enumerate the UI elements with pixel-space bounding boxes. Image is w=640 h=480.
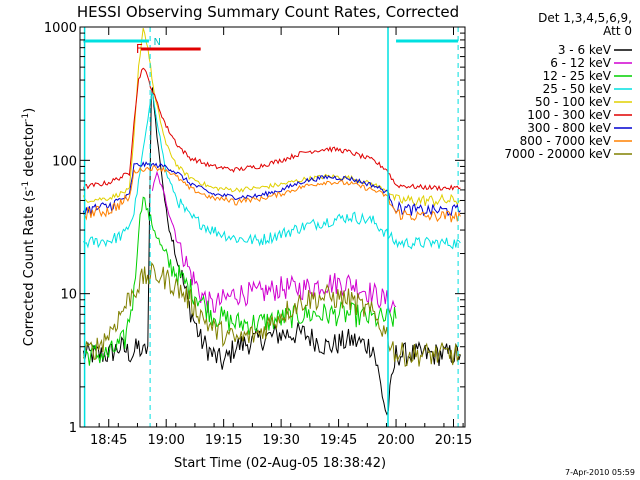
y-axis: 1 10 100 1000 xyxy=(44,21,465,436)
series-line-0 xyxy=(82,87,461,416)
x-tick-label-6: 20:15 xyxy=(435,433,472,448)
series-line-4 xyxy=(82,27,461,208)
x-tick-label-1: 19:00 xyxy=(147,433,184,448)
legend-label-8: 7000 - 20000 keV xyxy=(504,147,611,161)
legend-label-7: 800 - 7000 keV xyxy=(520,134,612,148)
x-tick-label-5: 20:00 xyxy=(377,433,414,448)
legend-label-1: 6 - 12 keV xyxy=(550,56,612,70)
plot-frame xyxy=(79,26,466,428)
y-tick-label-3: 1000 xyxy=(44,21,77,36)
y-axis-label: Corrected Count Rate (s-1 detector-1) xyxy=(21,108,37,346)
y-axis-label-part-c: detector xyxy=(22,121,37,181)
chart-title: HESSI Observing Summary Count Rates, Cor… xyxy=(77,3,459,21)
legend-title-line-1: Det 1,3,4,5,6,9, xyxy=(538,11,632,25)
series-line-3 xyxy=(83,91,461,250)
y-tick-label-2: 100 xyxy=(52,154,77,169)
y-axis-label-part-a: Corrected Count Rate (s xyxy=(22,190,37,347)
f-marker-label: F xyxy=(136,42,143,56)
legend-label-6: 300 - 800 keV xyxy=(527,121,611,135)
y-tick-label-1: 10 xyxy=(60,288,77,303)
x-tick-label-3: 19:30 xyxy=(262,433,299,448)
y-axis-label-part-e: ) xyxy=(22,108,37,113)
legend-label-3: 25 - 50 keV xyxy=(543,82,612,96)
x-axis: 18:45 19:00 19:15 19:30 19:45 20:00 20:15 xyxy=(79,27,472,448)
legend-label-4: 50 - 100 keV xyxy=(535,95,612,109)
y-tick-label-0: 1 xyxy=(69,421,77,436)
legend-title-line-2: Att 0 xyxy=(603,24,632,38)
legend-label-2: 12 - 25 keV xyxy=(543,69,612,83)
x-tick-label-2: 19:15 xyxy=(205,433,242,448)
series-line-8 xyxy=(82,261,461,367)
legend-label-5: 100 - 300 keV xyxy=(527,108,611,122)
x-axis-label: Start Time (02-Aug-05 18:38:42) xyxy=(174,456,386,471)
y-axis-label-sup-2: -1 xyxy=(21,113,31,122)
n-marker-label: N xyxy=(154,37,161,48)
series-line-7 xyxy=(83,165,461,223)
series-line-5 xyxy=(82,67,461,192)
x-tick-label-0: 18:45 xyxy=(90,433,127,448)
legend-label-0: 3 - 6 keV xyxy=(558,43,612,57)
footer-date: 7-Apr-2010 05:59 xyxy=(565,468,635,477)
marker-layer: NF xyxy=(83,27,459,427)
series-line-1 xyxy=(151,170,397,315)
x-tick-label-4: 19:45 xyxy=(320,433,357,448)
series-layer xyxy=(82,27,461,416)
y-axis-label-sup-1: -1 xyxy=(21,181,31,190)
